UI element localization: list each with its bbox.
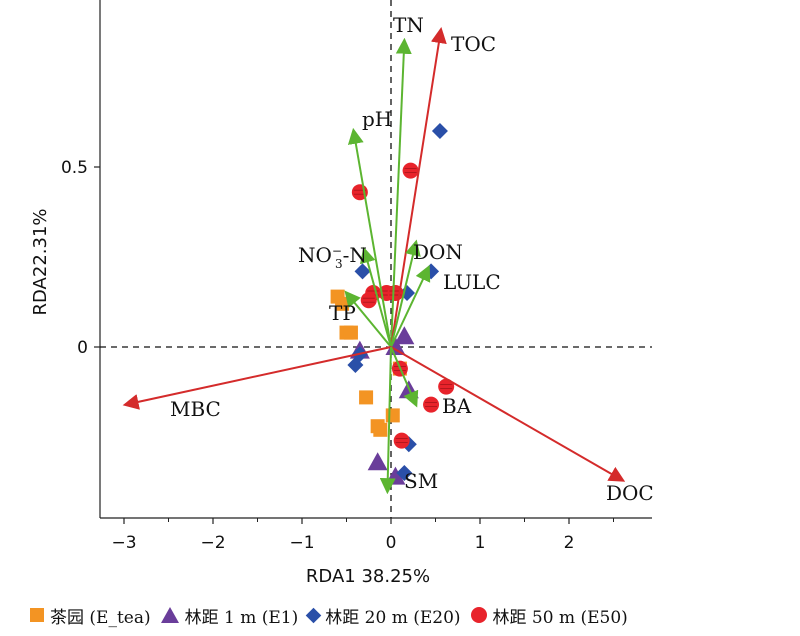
vector-toc [390,27,447,348]
point-e20 [347,357,364,373]
x-tick-label: 0 [386,533,397,553]
reference-lines [100,0,652,518]
square-marker-icon [30,608,44,622]
x-tick-label: −1 [289,533,314,553]
vector-ba [390,346,419,408]
vector-label-sm: SM [404,469,438,493]
vector-label-lulc: LULC [443,270,501,294]
triangle-marker-icon [160,607,179,623]
vector-label-ba: BA [442,394,472,418]
vector-label-doc: DOC [606,481,654,505]
point-e20 [354,263,371,280]
vector-tn [390,37,412,348]
legend-item-e1: 林距 1 m (E1) [160,603,299,628]
point-e1 [367,452,388,471]
legend-item-e-tea: 茶园 (E_tea) [30,603,151,628]
y-tick-label: 0.5 [61,158,88,178]
point-e50 [360,292,377,309]
vector-label-no3-n: NO− 3-N [298,243,367,271]
x-tick-label: 1 [475,533,486,553]
vector-mbc [122,346,392,410]
vector-label-toc: TOC [451,32,496,56]
point-e1 [394,326,415,345]
plot-axes [94,0,652,524]
point-e-tea [359,390,374,405]
vector-ph [347,127,392,348]
diamond-marker-icon [305,607,322,623]
legend: 茶园 (E_tea) 林距 1 m (E1) 林距 20 m (E20) 林距 … [30,600,790,630]
circle-marker-icon [470,607,487,623]
rda-biplot: TN TOC pH DON LULC TP MBC DOC BA SM NO− 3-N −3 −2 −1 0… [30,0,654,587]
x-tick-label: −2 [200,533,225,553]
vector-sm [379,346,396,495]
legend-label: 林距 50 m (E50) [492,607,628,628]
point-e50 [393,432,410,449]
x-tick-label: 2 [564,533,575,553]
legend-label: 林距 20 m (E20) [325,607,461,628]
x-axis-title: RDA1 38.25% [306,566,430,587]
point-e20 [423,263,440,280]
y-tick-label: 0 [77,338,88,358]
tick-labels: −3 −2 −1 0 1 2 0 0.5 [61,158,574,553]
point-e20 [431,123,448,139]
legend-label: 茶园 (E_tea) [50,607,151,628]
point-e-tea [373,422,388,437]
point-e50 [438,378,455,395]
legend-label: 林距 1 m (E1) [184,607,299,628]
point-e50 [423,396,440,413]
vector-don [390,239,421,348]
vector-lulc [390,264,431,348]
point-e-tea [385,408,400,423]
point-e-tea [343,325,358,340]
environment-vectors: TN TOC pH DON LULC TP MBC DOC BA SM NO− 3-N [122,13,654,505]
vector-label-tn: TN [393,13,424,37]
vector-tp [344,290,392,348]
vector-doc [390,346,626,482]
vector-no3n [359,246,392,348]
vector-label-don: DON [413,240,463,264]
vector-label-tp: TP [329,301,356,325]
y-axis-title: RDA22.31% [30,209,51,316]
point-e50 [402,162,419,179]
vector-label-mbc: MBC [170,397,221,421]
vector-label-ph: pH [362,107,392,131]
x-tick-label: −3 [111,533,136,553]
legend-item-e50: 林距 50 m (E50) [470,603,628,628]
point-e20 [396,465,413,481]
legend-item-e20: 林距 20 m (E20) [305,603,461,628]
